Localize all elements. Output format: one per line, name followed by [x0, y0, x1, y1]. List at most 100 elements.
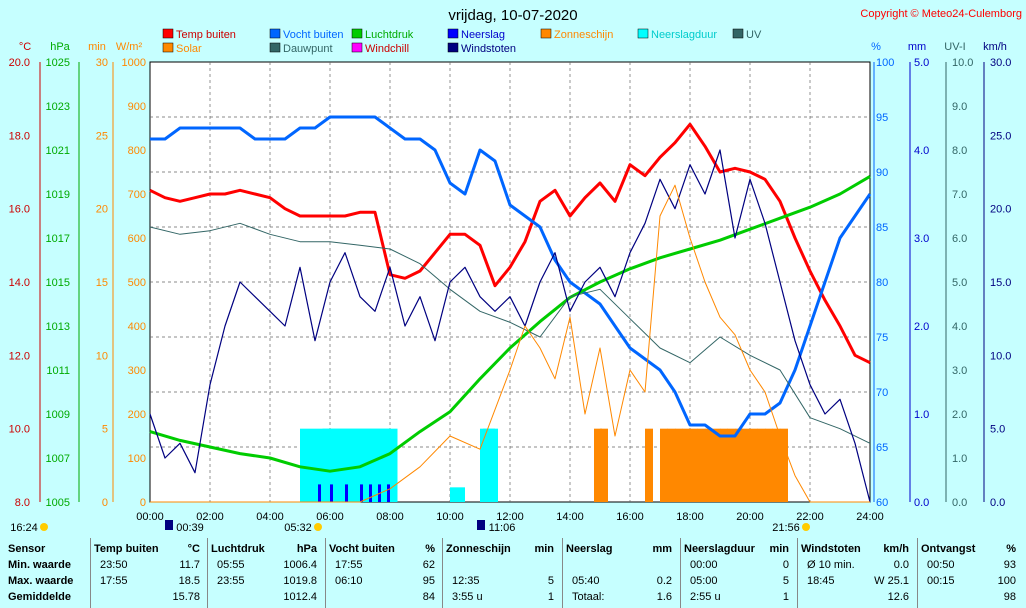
table-header: Windstoten	[801, 543, 861, 555]
axis-tick-minutes: 5	[102, 424, 108, 436]
axis-tick-solar: 100	[128, 453, 146, 465]
axis-tick-rain: 3.0	[914, 233, 929, 245]
axis-tick-pressure: 1011	[46, 365, 70, 377]
table-cell: 3:55 u	[452, 591, 483, 603]
table-cell: 95	[422, 575, 435, 587]
table-cell: 11.7	[179, 559, 200, 571]
axis-tick-temp: 12.0	[9, 350, 30, 362]
axis-unit-solar: W/m²	[116, 41, 143, 53]
table-header: °C	[187, 543, 200, 555]
axis-tick-wind: 20.0	[990, 204, 1011, 216]
axis-tick-humidity: 75	[876, 332, 888, 344]
bar-neerslagduur	[483, 428, 498, 502]
bar-zonneschijn	[765, 428, 773, 502]
legend-label: Neerslag	[461, 29, 505, 41]
table-header: Temp buiten	[94, 543, 159, 555]
bar-neerslagduur	[382, 428, 398, 502]
table-cell: 93	[1003, 559, 1016, 571]
table-cell: 100	[997, 575, 1016, 587]
axis-tick-minutes: 0	[102, 497, 108, 509]
legend-swatch	[269, 28, 281, 39]
time-marker-sun: 21:56	[772, 522, 800, 534]
copyright: Copyright © Meteo24-Culemborg	[860, 8, 1022, 20]
x-tick-label: 22:00	[796, 511, 824, 523]
axis-tick-wind: 15.0	[990, 277, 1011, 289]
axis-tick-temp: 20.0	[9, 57, 30, 69]
table-separator	[917, 538, 918, 608]
axis-tick-uv: 10.0	[952, 57, 973, 69]
axis-tick-minutes: 30	[96, 57, 108, 69]
x-tick-label: 20:00	[736, 511, 764, 523]
axis-tick-temp: 14.0	[9, 277, 30, 289]
bar-neerslag	[345, 484, 348, 502]
x-tick-label: 08:00	[376, 511, 404, 523]
x-tick-label: 16:00	[616, 511, 644, 523]
table-header: Neerslag	[566, 543, 613, 555]
table-cell: 17:55	[100, 575, 128, 587]
sun-icon	[40, 523, 48, 531]
bar-neerslag	[369, 484, 372, 502]
table-header: Zonneschijn	[446, 543, 511, 555]
table-cell: 05:55	[217, 559, 245, 571]
time-marker-moon: 00:39	[176, 522, 204, 534]
axis-tick-wind: 0.0	[990, 497, 1005, 509]
bar-zonneschijn	[750, 428, 758, 502]
bar-zonneschijn	[667, 428, 676, 502]
table-cell: 23:55	[217, 575, 245, 587]
stats-table: Sensor Min. waarde Max. waarde Gemiddelde Te…	[0, 538, 1026, 608]
table-header: Sensor	[8, 543, 46, 555]
table-separator	[680, 538, 681, 608]
axis-tick-rain: 1.0	[914, 409, 929, 421]
axis-unit-pressure: hPa	[50, 41, 70, 53]
table-separator	[562, 538, 563, 608]
axis-tick-pressure: 1007	[46, 453, 70, 465]
axis-tick-solar: 900	[128, 101, 146, 113]
legend-label: Solar	[176, 43, 202, 55]
axis-tick-uv: 0.0	[952, 497, 967, 509]
axis-tick-uv: 2.0	[952, 409, 967, 421]
legend-swatch	[540, 28, 552, 39]
bar-zonneschijn	[697, 428, 706, 502]
axis-tick-humidity: 85	[876, 222, 888, 234]
table-header: Min. waarde	[8, 559, 71, 571]
axis-unit-temp: °C	[19, 41, 31, 53]
axis-tick-wind: 5.0	[990, 424, 1005, 436]
axis-tick-temp: 10.0	[9, 424, 30, 436]
series-line-luchtdruk	[149, 175, 871, 473]
legend-label: UV	[746, 29, 762, 41]
table-separator	[325, 538, 326, 608]
bar-neerslag	[360, 484, 363, 502]
bar-zonneschijn	[682, 428, 691, 502]
axis-tick-pressure: 1023	[46, 101, 70, 113]
x-tick-label: 02:00	[196, 511, 224, 523]
legend-swatch	[447, 28, 459, 39]
table-header: Ontvangst	[921, 543, 976, 555]
axis-tick-pressure: 1019	[46, 189, 70, 201]
axis-tick-humidity: 90	[876, 167, 888, 179]
bar-neerslagduur	[300, 428, 315, 502]
axis-tick-rain: 4.0	[914, 145, 929, 157]
moon-icon	[165, 520, 173, 530]
x-tick-label: 04:00	[256, 511, 284, 523]
bar-zonneschijn	[594, 428, 602, 502]
legend-swatch	[162, 42, 174, 53]
axis-tick-solar: 800	[128, 145, 146, 157]
x-tick-label: 12:00	[496, 511, 524, 523]
axis-tick-solar: 1000	[122, 57, 146, 69]
axis-tick-solar: 0	[140, 497, 146, 509]
table-cell: 23:50	[100, 559, 128, 571]
bar-zonneschijn	[780, 428, 788, 502]
legend-swatch	[351, 42, 363, 53]
axis-tick-solar: 200	[128, 409, 146, 421]
legend-label: Neerslagduur	[651, 29, 717, 41]
table-cell: 1019.8	[283, 575, 317, 587]
table-cell: 1	[782, 591, 789, 603]
x-tick-label: 06:00	[316, 511, 344, 523]
table-cell: 0	[782, 559, 789, 571]
axis-tick-uv: 3.0	[952, 365, 967, 377]
table-cell: 05:40	[572, 575, 600, 587]
bar-neerslag	[387, 484, 390, 502]
bar-zonneschijn	[720, 428, 728, 502]
axis-tick-pressure: 1017	[46, 233, 70, 245]
table-cell: 0.0	[893, 559, 909, 571]
